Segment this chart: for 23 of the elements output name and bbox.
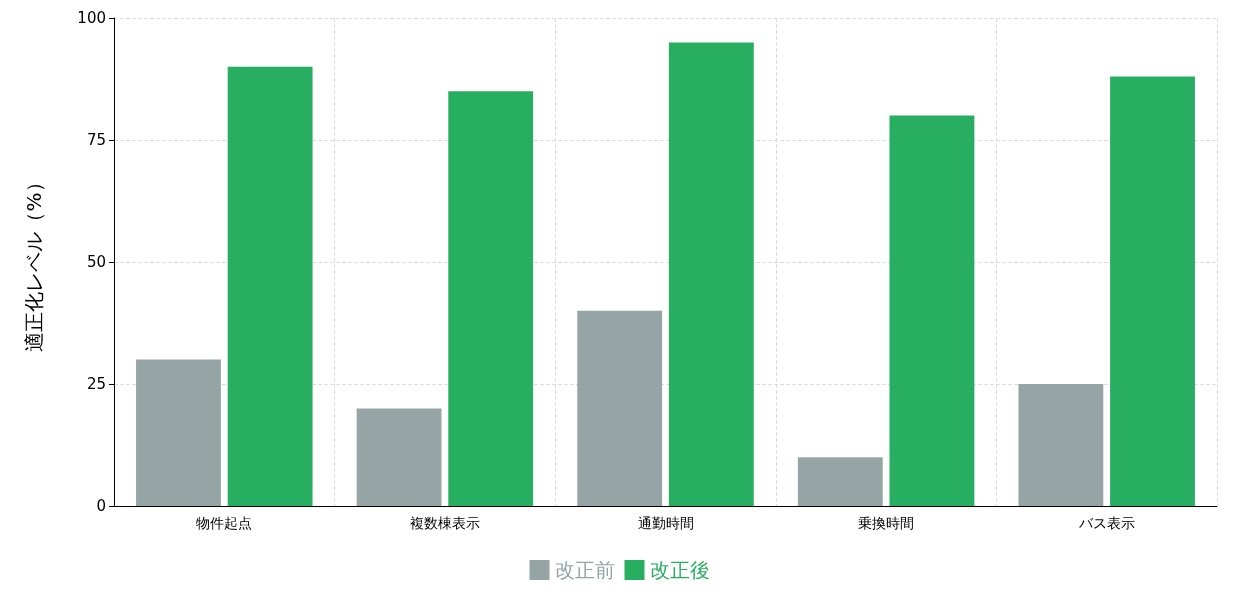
y-tick-label: 100: [77, 9, 106, 27]
x-tick-label: 複数棟表示: [409, 515, 480, 531]
legend-label: 改正後: [649, 558, 710, 582]
bar: [448, 91, 534, 506]
y-tick-label: 50: [86, 253, 106, 271]
y-axis-title: 適正化レベル（%）: [22, 172, 46, 352]
bar: [668, 42, 754, 506]
bar: [1018, 384, 1104, 506]
bar: [889, 115, 975, 506]
bar: [1110, 76, 1195, 506]
x-tick-label: バス表示: [1077, 515, 1135, 531]
x-tick-label: 物件起点: [196, 515, 253, 531]
x-tick-label: 乗換時間: [858, 515, 915, 531]
bar: [136, 359, 221, 506]
legend-label: 改正前: [554, 558, 615, 582]
bar: [797, 457, 883, 506]
bar: [227, 66, 313, 506]
x-tick-label: 通勤時間: [637, 515, 694, 531]
y-tick-label: 0: [96, 497, 106, 515]
y-tick-label: 75: [86, 131, 106, 149]
bar: [356, 408, 442, 506]
bar: [577, 310, 663, 506]
y-tick-label: 25: [86, 375, 106, 393]
